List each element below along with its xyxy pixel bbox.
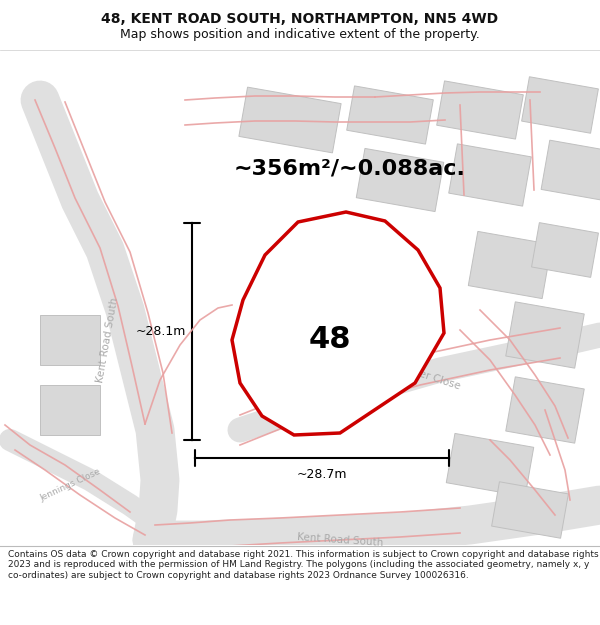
Polygon shape (506, 377, 584, 443)
Text: 48, KENT ROAD SOUTH, NORTHAMPTON, NN5 4WD: 48, KENT ROAD SOUTH, NORTHAMPTON, NN5 4W… (101, 12, 499, 26)
Polygon shape (265, 281, 385, 399)
Polygon shape (40, 315, 100, 365)
Text: Map shows position and indicative extent of the property.: Map shows position and indicative extent… (120, 28, 480, 41)
Polygon shape (437, 81, 523, 139)
Polygon shape (347, 86, 433, 144)
Polygon shape (491, 482, 568, 538)
Polygon shape (239, 87, 341, 153)
Polygon shape (40, 385, 100, 435)
Text: Kent Road South: Kent Road South (296, 532, 383, 548)
Polygon shape (468, 231, 552, 299)
Text: Jennings Close: Jennings Close (38, 467, 102, 503)
Polygon shape (446, 433, 534, 497)
Text: 48: 48 (309, 326, 351, 354)
Polygon shape (506, 302, 584, 368)
Text: Kent Road South: Kent Road South (95, 297, 121, 383)
Text: ~356m²/~0.088ac.: ~356m²/~0.088ac. (234, 158, 466, 178)
Text: Dover Close: Dover Close (398, 362, 461, 391)
Polygon shape (532, 222, 598, 278)
Polygon shape (521, 77, 598, 133)
Text: ~28.1m: ~28.1m (136, 325, 186, 338)
Polygon shape (356, 148, 444, 212)
Polygon shape (541, 140, 600, 200)
Polygon shape (449, 144, 531, 206)
Polygon shape (232, 212, 444, 435)
Text: ~28.7m: ~28.7m (297, 468, 347, 481)
Text: Contains OS data © Crown copyright and database right 2021. This information is : Contains OS data © Crown copyright and d… (8, 550, 599, 580)
